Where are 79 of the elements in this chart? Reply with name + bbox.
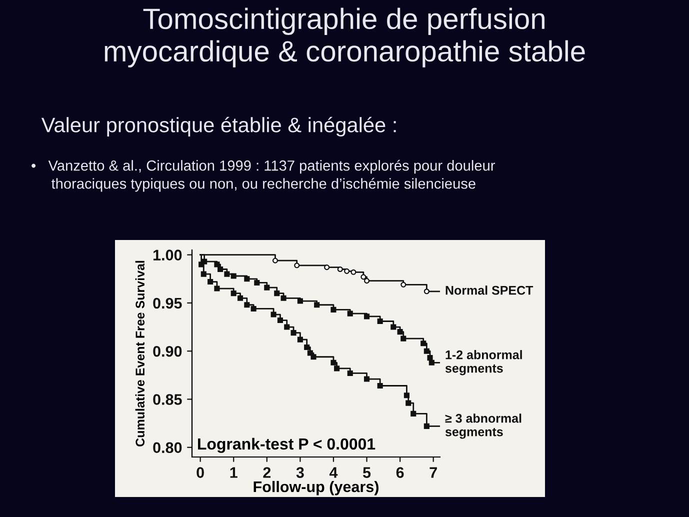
point — [406, 400, 412, 406]
point — [237, 295, 244, 301]
point — [304, 344, 310, 350]
x-tick-label: 2 — [263, 467, 271, 478]
x-tick-label: 4 — [329, 467, 338, 478]
x-tick-label: 6 — [396, 467, 404, 478]
point — [334, 366, 340, 372]
point — [310, 354, 316, 360]
point — [307, 350, 313, 356]
point — [272, 258, 278, 264]
point — [397, 329, 403, 335]
point — [364, 278, 370, 284]
x-tick-label: 7 — [430, 467, 437, 478]
point — [424, 423, 430, 429]
point — [424, 288, 430, 294]
point — [224, 271, 230, 277]
point — [428, 360, 434, 366]
chart-subtitle: Valeur pronostique établie & inégalée : — [41, 116, 396, 136]
point — [377, 318, 383, 324]
y-tick-label: 1.00 — [154, 250, 182, 260]
point — [208, 278, 214, 285]
point — [427, 355, 433, 361]
point — [390, 324, 396, 330]
point — [314, 302, 320, 308]
point — [214, 262, 220, 268]
point — [250, 306, 256, 312]
point — [330, 306, 336, 312]
point — [330, 360, 336, 366]
point — [424, 348, 430, 354]
x-axis-title: Follow-up (years) — [254, 480, 378, 496]
point — [254, 280, 260, 286]
x-tick-label: 3 — [296, 467, 304, 478]
x-tick-label: 1 — [230, 467, 238, 478]
point — [214, 286, 220, 292]
point — [400, 282, 406, 288]
annotation: Logrank-test P < 0.0001 — [198, 438, 376, 453]
point — [364, 376, 370, 382]
y-axis-title: Cumulative Event Free Survival — [135, 260, 145, 446]
point — [294, 262, 300, 268]
point — [230, 273, 236, 279]
y-tick-label: 0.80 — [153, 442, 182, 454]
point — [270, 312, 276, 318]
point — [284, 324, 290, 330]
point — [264, 284, 270, 290]
point — [290, 330, 296, 336]
point — [200, 271, 206, 277]
point — [337, 266, 343, 272]
point — [377, 382, 383, 389]
text: • Vanzetto & al., Circulation 1999 : 1137 patients explorés pour douleur thoraciques typiques ou non, ou recherche d’ischémie silencieuse — [32, 160, 495, 192]
point — [347, 370, 353, 376]
series-label: ≥ 3 abnormal segments — [445, 414, 522, 439]
point — [360, 274, 366, 280]
x-tick-label: 0 — [196, 467, 204, 478]
point — [324, 264, 330, 270]
chart-title: Tomoscintigraphie de perfusion myocardique & coronaropathie stable — [104, 8, 585, 68]
point — [230, 290, 236, 296]
point — [350, 269, 356, 275]
point — [420, 340, 426, 346]
point — [344, 268, 350, 274]
point — [218, 266, 224, 272]
point — [347, 310, 353, 316]
point — [277, 318, 283, 324]
series-label: 1-2 abnormal segments — [445, 350, 522, 376]
y-tick-label: 0.85 — [153, 394, 182, 405]
point — [297, 298, 303, 304]
point — [297, 336, 303, 342]
point — [274, 290, 280, 296]
y-tick-label: 0.90 — [153, 346, 182, 357]
x-tick-label: 5 — [362, 467, 371, 478]
point — [404, 392, 410, 398]
point — [410, 410, 416, 416]
point — [244, 276, 250, 282]
point — [198, 262, 204, 268]
point — [364, 314, 370, 320]
series-label: Normal SPECT — [446, 286, 534, 295]
point — [280, 295, 286, 301]
y-tick-label: 0.95 — [153, 298, 182, 309]
point — [400, 336, 406, 342]
point — [244, 302, 250, 308]
